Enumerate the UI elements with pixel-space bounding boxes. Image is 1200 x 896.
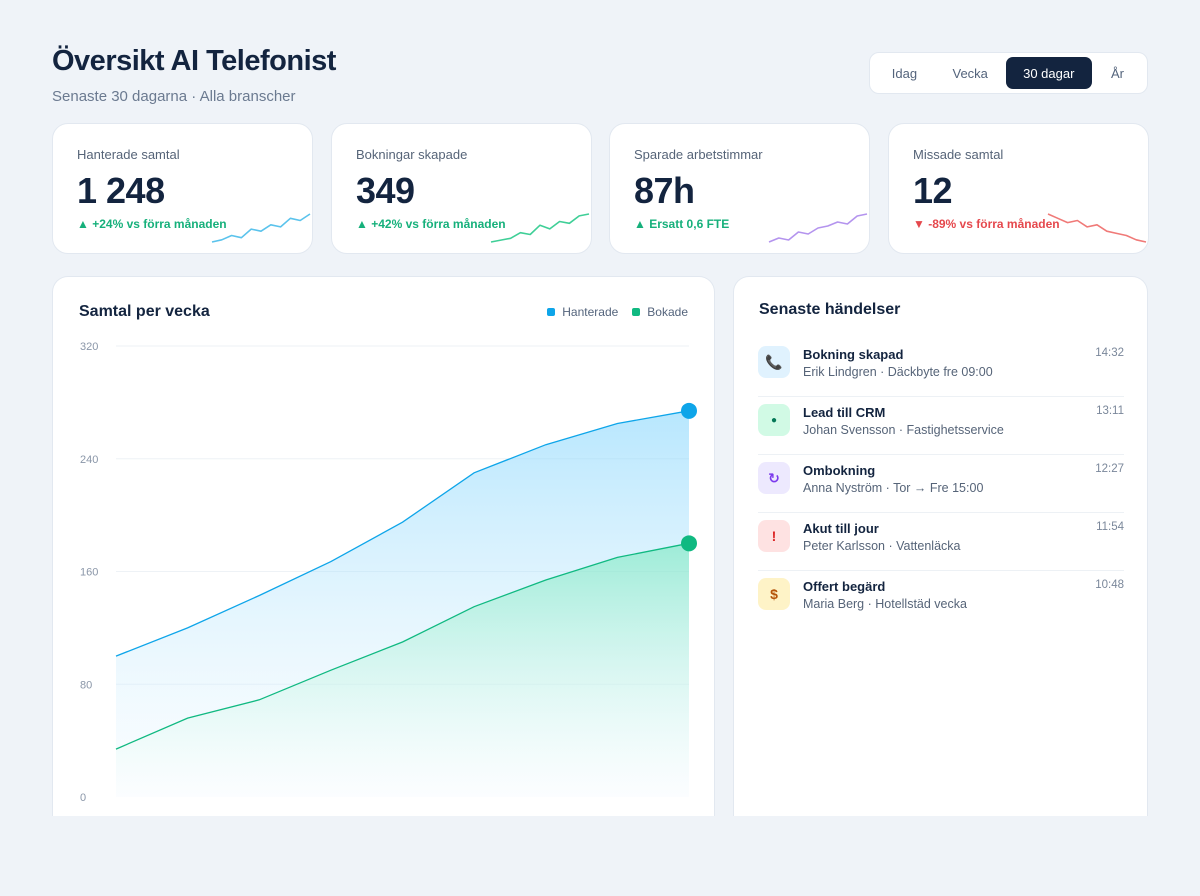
kpi-value: 87h: [634, 170, 695, 211]
sparkline-path: [768, 213, 868, 243]
tab-ar[interactable]: År: [1110, 65, 1124, 81]
legend-item-bokade: Bokade: [632, 305, 688, 319]
area-chart: 0 80 160 240 320: [80, 341, 697, 804]
event-item[interactable]: ! Akut till jour Peter Karlsson · Vatten…: [758, 513, 1124, 571]
sparkline-path: [1047, 213, 1147, 243]
event-title: Bokning skapad: [803, 347, 904, 362]
event-title: Lead till CRM: [803, 405, 886, 420]
series-end-point[interactable]: [681, 402, 697, 419]
header: Översikt AI Telefonist Senaste 30 dagarn…: [52, 44, 336, 105]
tab-idag[interactable]: Idag: [891, 65, 918, 81]
event-title: Akut till jour: [803, 521, 879, 536]
kpi-value: 349: [356, 170, 415, 211]
series-line-bokade: [115, 542, 690, 750]
sparkline: [490, 213, 590, 243]
kpi-label: Hanterade samtal: [77, 147, 180, 162]
event-subtitle: Johan Svensson · Fastighetsservice: [803, 423, 1004, 437]
dot-icon: ●: [758, 404, 790, 436]
kpi-label: Missade samtal: [913, 147, 1004, 162]
event-time: 13:11: [1096, 405, 1124, 417]
kpi-delta: ▼ -89% vs förra månaden: [913, 217, 1060, 231]
event-list: 📞 Bokning skapad Erik Lindgren · Däckbyt…: [758, 339, 1124, 629]
y-tick-label: 80: [80, 679, 92, 691]
sparkline-path: [490, 213, 590, 243]
y-tick-label: 0: [80, 792, 86, 804]
event-title: Offert begärd: [803, 579, 886, 594]
event-item[interactable]: $ Offert begärd Maria Berg · Hotellstäd …: [758, 571, 1124, 629]
legend-label: Hanterade: [562, 305, 619, 319]
event-subtitle: Anna Nyström · Tor → Fre 15:00: [803, 481, 984, 495]
chart-title: Samtal per vecka: [79, 303, 210, 320]
refresh-icon: ↻: [758, 462, 790, 494]
y-tick-label: 160: [80, 567, 98, 579]
events-card: Senaste händelser 📞 Bokning skapad Erik …: [733, 276, 1148, 816]
event-subtitle: Erik Lindgren · Däckbyte fre 09:00: [803, 365, 993, 379]
event-time: 11:54: [1096, 521, 1124, 533]
page-subtitle: Senaste 30 dagarna · Alla branscher: [52, 88, 296, 105]
sparkline: [768, 213, 868, 243]
range-tabs: Idag Vecka 30 dagar År: [869, 52, 1148, 94]
event-time: 10:48: [1095, 579, 1124, 591]
legend-label: Bokade: [647, 305, 688, 319]
y-tick-label: 240: [80, 454, 98, 466]
legend-swatch: [632, 308, 641, 316]
event-time: 12:27: [1095, 463, 1124, 475]
y-tick-label: 320: [80, 341, 98, 353]
chart-legend: Hanterade Bokade: [533, 305, 688, 319]
series-line-hanterade: [115, 410, 690, 657]
dollar-icon: $: [758, 578, 790, 610]
sparkline: [211, 213, 311, 243]
kpi-label: Sparade arbetstimmar: [634, 147, 763, 162]
kpi-card-handled-calls: Hanterade samtal 1 248 ▲ +24% vs förra m…: [52, 123, 313, 254]
series-end-point[interactable]: [681, 535, 697, 552]
kpi-delta: ▲ +24% vs förra månaden: [77, 217, 227, 231]
tab-vecka[interactable]: Vecka: [952, 65, 988, 81]
event-item[interactable]: ↻ Ombokning Anna Nyström · Tor → Fre 15:…: [758, 455, 1124, 513]
event-subtitle: Peter Karlsson · Vattenläcka: [803, 539, 961, 553]
event-title: Ombokning: [803, 463, 876, 478]
events-title: Senaste händelser: [759, 301, 901, 318]
legend-swatch: [547, 308, 556, 316]
kpi-card-bookings: Bokningar skapade 349 ▲ +42% vs förra må…: [331, 123, 592, 254]
event-subtitle: Maria Berg · Hotellstäd vecka: [803, 597, 967, 611]
page-title: Översikt AI Telefonist: [52, 45, 336, 77]
sparkline-path: [211, 213, 311, 243]
sparkline: [1047, 213, 1147, 243]
chart-card: 0 80 160 240 320 Samtal per vecka Hanterade …: [52, 276, 715, 816]
tab-30-dagar[interactable]: 30 dagar: [1005, 57, 1092, 89]
event-item[interactable]: ● Lead till CRM Johan Svensson · Fastigh…: [758, 397, 1124, 455]
event-time: 14:32: [1095, 347, 1124, 359]
kpi-card-saved-hours: Sparade arbetstimmar 87h ▲ Ersatt 0,6 FT…: [609, 123, 870, 254]
kpi-value: 12: [913, 170, 953, 211]
area-fill-bokade: [116, 543, 689, 797]
kpi-card-missed-calls: Missade samtal 12 ▼ -89% vs förra månade…: [888, 123, 1149, 254]
kpi-delta: ▲ Ersatt 0,6 FTE: [634, 217, 730, 231]
phone-icon: 📞: [758, 346, 790, 378]
event-item[interactable]: 📞 Bokning skapad Erik Lindgren · Däckbyt…: [758, 339, 1124, 397]
alert-icon: !: [758, 520, 790, 552]
kpi-label: Bokningar skapade: [356, 147, 468, 162]
legend-item-hanterade: Hanterade: [547, 305, 618, 319]
kpi-delta: ▲ +42% vs förra månaden: [356, 217, 506, 231]
kpi-value: 1 248: [77, 170, 165, 211]
